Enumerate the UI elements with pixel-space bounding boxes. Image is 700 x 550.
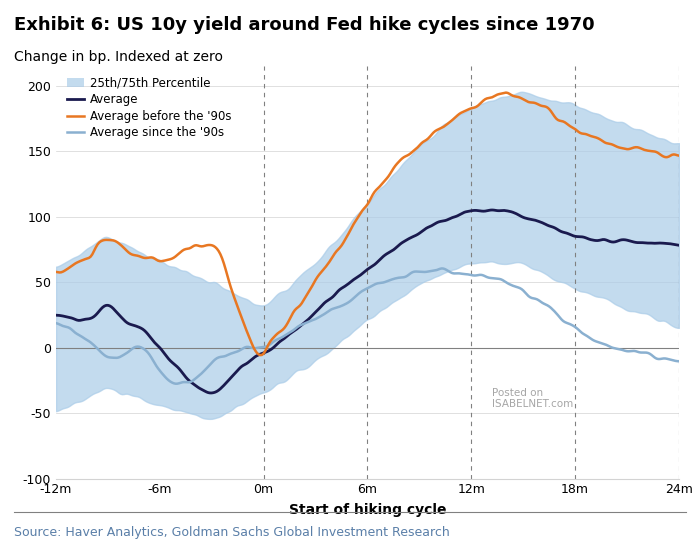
Average before the '90s	[602, 140, 610, 146]
Average	[408, 234, 416, 240]
Text: Change in bp. Indexed at zero: Change in bp. Indexed at zero	[14, 50, 223, 63]
Average since the '90s	[675, 358, 683, 365]
Average since the '90s	[444, 268, 453, 274]
Text: Posted on
ISABELNET.com: Posted on ISABELNET.com	[492, 388, 573, 409]
Line: Average before the '90s: Average before the '90s	[56, 92, 679, 355]
Average	[52, 312, 60, 318]
Line: Average since the '90s: Average since the '90s	[56, 268, 679, 384]
Average before the '90s	[168, 255, 176, 262]
Average before the '90s	[69, 261, 78, 268]
Line: Average: Average	[56, 210, 679, 393]
Average before the '90s	[429, 129, 438, 136]
Average before the '90s	[52, 268, 60, 275]
Average	[429, 222, 438, 228]
Average before the '90s	[675, 152, 683, 159]
X-axis label: Start of hiking cycle: Start of hiking cycle	[288, 503, 447, 518]
Average since the '90s	[408, 269, 416, 276]
Average	[443, 217, 452, 223]
Average since the '90s	[69, 328, 78, 334]
Average before the '90s	[502, 89, 510, 96]
Average	[69, 315, 78, 322]
Average	[206, 389, 214, 396]
Average	[488, 207, 496, 213]
Average since the '90s	[429, 267, 438, 274]
Average before the '90s	[408, 148, 416, 155]
Average since the '90s	[602, 342, 610, 348]
Average since the '90s	[438, 265, 446, 272]
Text: Source: Haver Analytics, Goldman Sachs Global Investment Research: Source: Haver Analytics, Goldman Sachs G…	[14, 526, 449, 539]
Average before the '90s	[256, 352, 265, 359]
Average before the '90s	[443, 121, 452, 128]
Average	[675, 242, 683, 249]
Legend: 25th/75th Percentile, Average, Average before the '90s, Average since the '90s: 25th/75th Percentile, Average, Average b…	[62, 72, 237, 144]
Average since the '90s	[173, 381, 181, 387]
Text: Exhibit 6: US 10y yield around Fed hike cycles since 1970: Exhibit 6: US 10y yield around Fed hike …	[14, 16, 594, 35]
Average	[602, 236, 610, 243]
Average	[168, 359, 176, 366]
Average since the '90s	[168, 379, 176, 386]
Average since the '90s	[52, 320, 60, 327]
